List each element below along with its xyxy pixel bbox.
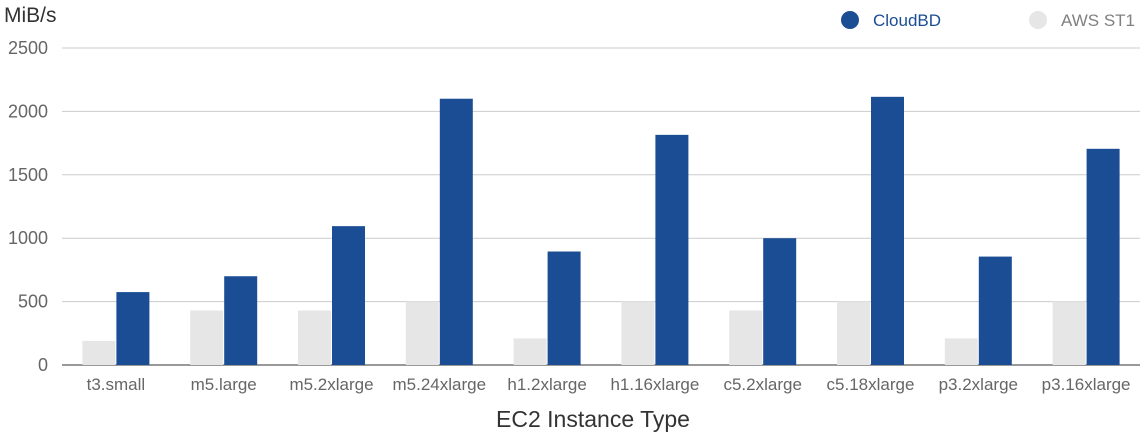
y-tick-label: 2500	[8, 38, 48, 58]
legend-marker	[1029, 11, 1047, 29]
legend-item-cloudbd[interactable]: CloudBD	[841, 11, 941, 30]
legend-item-aws-st1[interactable]: AWS ST1	[1029, 11, 1135, 30]
legend-label: CloudBD	[873, 11, 941, 30]
legend-marker	[841, 11, 859, 29]
y-tick-label: 500	[18, 292, 48, 312]
x-tick-label: m5.2xlarge	[289, 375, 373, 394]
bar-aws-st1[interactable]	[621, 301, 655, 365]
bar-aws-st1[interactable]	[944, 338, 978, 365]
bar-cloudbd[interactable]	[763, 238, 797, 365]
legend-label: AWS ST1	[1061, 11, 1135, 30]
bar-cloudbd[interactable]	[332, 226, 365, 365]
x-tick-label: p3.16xlarge	[1042, 375, 1131, 394]
bar-aws-st1[interactable]	[837, 301, 870, 365]
bar-cloudbd[interactable]	[547, 251, 581, 365]
bar-cloudbd[interactable]	[871, 96, 904, 366]
y-axis-label: MiB/s	[4, 4, 57, 27]
x-tick-label: p3.2xlarge	[939, 375, 1018, 394]
bar-aws-st1[interactable]	[1052, 301, 1086, 365]
bar-aws-st1[interactable]	[513, 338, 547, 365]
x-tick-label: m5.large	[191, 375, 257, 394]
x-tick-label: h1.16xlarge	[610, 375, 699, 394]
y-tick-label: 0	[38, 355, 48, 375]
bar-aws-st1[interactable]	[82, 340, 116, 365]
legend[interactable]: CloudBD AWS ST1	[841, 11, 1135, 30]
bar-aws-st1[interactable]	[298, 310, 331, 365]
y-tick-label: 1000	[8, 228, 48, 248]
bars	[82, 96, 1120, 366]
bar-cloudbd[interactable]	[224, 276, 258, 365]
y-axis-ticks: 0 500 1000 1500 2000 2500	[8, 38, 48, 375]
bar-cloudbd[interactable]	[655, 134, 689, 365]
bar-cloudbd[interactable]	[116, 292, 150, 365]
gridlines	[62, 47, 1140, 366]
x-axis-ticks: t3.small m5.large m5.2xlarge m5.24xlarge h1.…	[87, 375, 1131, 394]
y-tick-label: 2000	[8, 101, 48, 121]
bar-aws-st1[interactable]	[729, 310, 763, 365]
bar-cloudbd[interactable]	[978, 256, 1012, 365]
bar-aws-st1[interactable]	[405, 301, 439, 365]
x-axis-label: EC2 Instance Type	[496, 406, 690, 432]
bar-cloudbd[interactable]	[439, 98, 473, 365]
y-tick-label: 1500	[8, 165, 48, 185]
bar-aws-st1[interactable]	[190, 310, 224, 365]
x-tick-label: t3.small	[87, 375, 146, 394]
x-tick-label: c5.2xlarge	[723, 375, 801, 394]
x-tick-label: m5.24xlarge	[393, 375, 487, 394]
x-tick-label: h1.2xlarge	[507, 375, 586, 394]
bar-cloudbd[interactable]	[1086, 148, 1120, 365]
x-tick-label: c5.18xlarge	[827, 375, 915, 394]
